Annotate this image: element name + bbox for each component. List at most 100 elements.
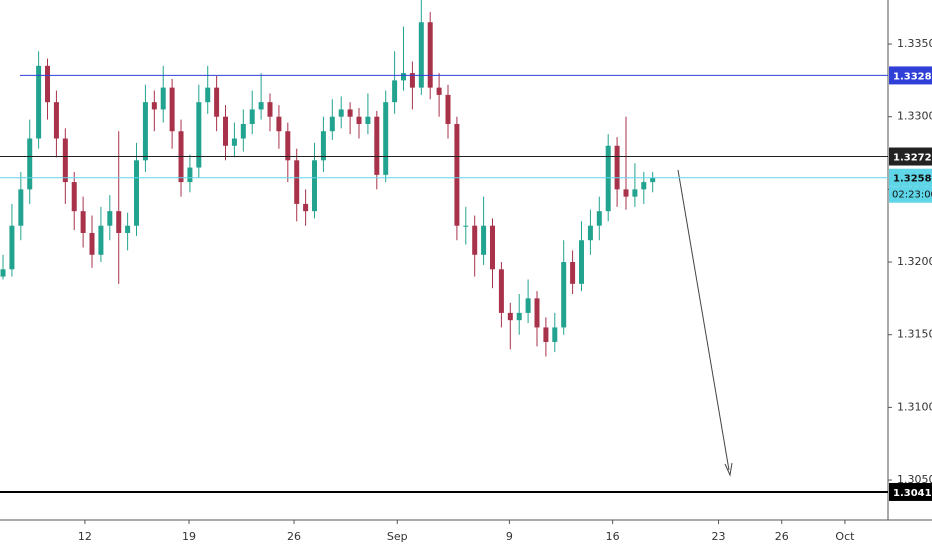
- candle-body: [356, 116, 362, 124]
- candle-body: [71, 182, 77, 212]
- candle-body: [36, 65, 42, 139]
- candle-body: [62, 138, 68, 183]
- candle-body: [481, 225, 487, 255]
- x-tick-label: 23: [712, 530, 726, 543]
- y-tick-label: 1.32000: [897, 255, 932, 268]
- candle-body: [623, 189, 629, 197]
- candle-body: [507, 312, 513, 321]
- candle-body: [436, 87, 442, 95]
- candle-body: [53, 102, 59, 139]
- candle-body: [614, 145, 620, 190]
- candle-body: [240, 123, 246, 139]
- y-tick-label: 1.31000: [897, 400, 932, 413]
- candle-body: [534, 298, 540, 328]
- x-tick-label: 26: [287, 530, 301, 543]
- candle-body: [125, 225, 131, 233]
- candle-body: [249, 109, 255, 124]
- price-label-box: [889, 168, 932, 187]
- price-label: 1.33284: [893, 71, 932, 82]
- candle-body: [214, 87, 220, 117]
- candle-body: [427, 22, 433, 88]
- x-tick-label: 16: [606, 530, 620, 543]
- candle-body: [445, 94, 451, 124]
- candle-body: [142, 102, 148, 161]
- candle-body: [338, 109, 344, 117]
- y-tick-label: 1.31500: [897, 328, 932, 341]
- candle-body: [98, 225, 104, 255]
- candle-body: [632, 189, 638, 197]
- candle-body: [578, 240, 584, 284]
- price-label-box: [889, 147, 932, 166]
- candle-body: [169, 87, 175, 132]
- candle-body: [552, 327, 558, 342]
- candle-body: [9, 225, 15, 270]
- countdown: 02:23:00: [892, 190, 932, 201]
- y-tick-label: 1.33000: [897, 110, 932, 123]
- candle-body: [303, 203, 309, 212]
- arrow-head: [724, 462, 733, 477]
- candle-body: [498, 269, 504, 313]
- candle-body: [383, 102, 389, 175]
- candle-body: [107, 211, 113, 226]
- candle-body: [285, 131, 291, 161]
- candle-body: [205, 87, 211, 103]
- candle-body: [392, 80, 398, 103]
- candle-body: [267, 102, 273, 117]
- candle-body: [151, 102, 157, 110]
- x-tick-label: Sep: [387, 530, 408, 543]
- price-label: 1.32726: [893, 153, 932, 164]
- candle-body: [587, 225, 593, 241]
- projection-arrow: [677, 169, 730, 471]
- price-label-box: [889, 482, 932, 501]
- candle-body: [329, 116, 335, 132]
- price-label: 1.30418: [893, 488, 932, 499]
- candle-body: [570, 262, 576, 284]
- x-tick-label: 26: [775, 530, 789, 543]
- candle-body: [543, 327, 549, 342]
- candle-body: [134, 160, 140, 226]
- candle-body: [223, 116, 229, 146]
- candle-body: [0, 269, 6, 277]
- candle-body: [490, 225, 496, 270]
- candle-body: [196, 102, 202, 168]
- countdown-box: [889, 186, 932, 203]
- candle-body: [347, 109, 353, 117]
- candle-body: [294, 160, 300, 204]
- candle-body: [45, 65, 51, 103]
- x-tick-label: 19: [182, 530, 196, 543]
- candle-body: [80, 211, 86, 233]
- candle-body: [561, 262, 567, 328]
- x-tick-label: Oct: [835, 530, 855, 543]
- candle-body: [276, 116, 282, 132]
- candle-body: [27, 138, 33, 190]
- price-label-box: [889, 66, 932, 85]
- candle-body: [409, 73, 415, 88]
- candle-body: [641, 182, 647, 190]
- candle-body: [605, 145, 611, 212]
- candle-body: [312, 160, 318, 212]
- candle-body: [116, 211, 122, 233]
- candle-body: [650, 177, 656, 183]
- candle-body: [365, 116, 371, 124]
- candle-body: [18, 189, 24, 226]
- candle-body: [258, 102, 264, 110]
- candle-body: [160, 87, 166, 110]
- y-tick-label: 1.30500: [897, 473, 932, 486]
- candle-body: [187, 167, 193, 183]
- candle-body: [525, 298, 531, 313]
- candle-body: [231, 138, 237, 146]
- candle-body: [418, 22, 424, 88]
- x-tick-label: 9: [506, 530, 513, 543]
- candle-body: [320, 131, 326, 161]
- x-tick-label: 12: [78, 530, 92, 543]
- candle-body: [89, 232, 95, 255]
- candle-body: [374, 116, 380, 175]
- y-tick-label: 1.33500: [897, 37, 932, 50]
- candle-body: [463, 225, 469, 227]
- candle-body: [596, 211, 602, 226]
- candle-body: [401, 73, 407, 81]
- candle-body: [454, 123, 460, 226]
